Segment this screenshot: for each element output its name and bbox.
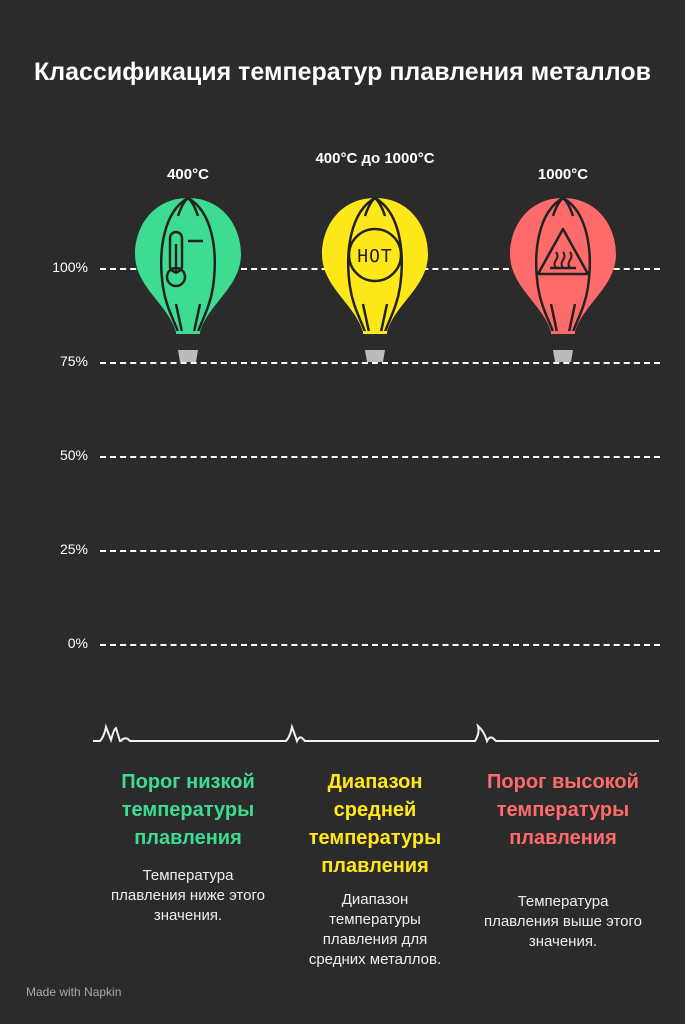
svg-text:HOT: HOT — [357, 246, 393, 267]
threshold-value-label: 1000°C — [537, 166, 589, 183]
axis-label: 25% — [59, 541, 88, 557]
hot-badge-icon: HOT — [347, 227, 403, 283]
thermometer-icon — [165, 230, 203, 288]
gridline — [100, 550, 660, 552]
gridline — [100, 644, 660, 646]
balloon-illustration: HOT — [322, 196, 428, 362]
page-title: Классификация температур плавления метал… — [34, 58, 651, 86]
axis-label: 50% — [59, 447, 88, 463]
axis-label: 100% — [52, 259, 88, 275]
axis-label: 75% — [59, 353, 88, 369]
axis-label: 0% — [67, 635, 88, 651]
gridline — [100, 456, 660, 458]
flame-line — [93, 723, 659, 744]
balloon-illustration — [510, 196, 616, 362]
category-description: Температура плавления выше этого значени… — [483, 893, 643, 950]
gridline — [100, 362, 660, 364]
category-description: Температура плавления ниже этого значени… — [111, 867, 265, 924]
footer-credit: Made with Napkin — [26, 985, 122, 999]
threshold-value-label: 400°C до 1000°C — [315, 150, 435, 167]
category-heading: Диапазон средней температуры плавления — [308, 771, 442, 877]
category-heading: Порог высокой температуры плавления — [487, 771, 639, 849]
threshold-value-label: 400°C — [167, 166, 209, 183]
hot-surface-warning-icon — [536, 227, 590, 276]
category-heading: Порог низкой температуры плавления — [121, 771, 255, 849]
balloon-illustration — [135, 196, 241, 362]
category-description: Диапазон температуры плавления для средн… — [308, 891, 442, 968]
